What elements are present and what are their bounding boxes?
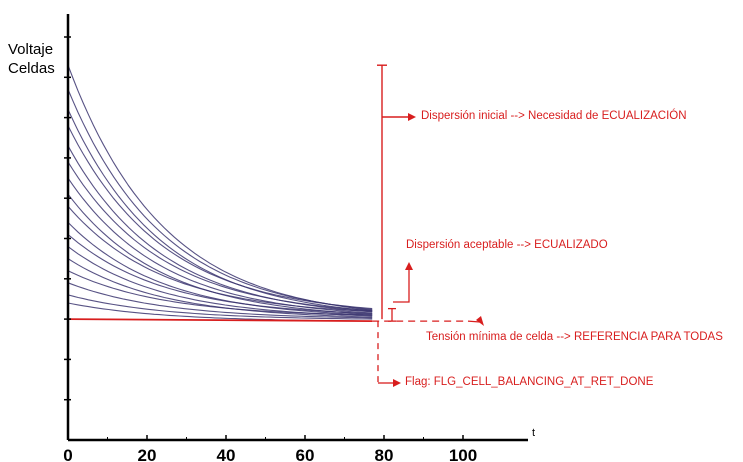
min-cell-arrow-line [467, 320, 481, 323]
annotation-flag: Flag: FLG_CELL_BALANCING_AT_RET_DONE [405, 376, 654, 388]
cell-curve-4 [67, 125, 373, 310]
y-axis-label: Voltaje Celdas [8, 40, 55, 78]
x-tick-label-40: 40 [217, 446, 236, 462]
accepted-dispersion-arrow-line [393, 270, 410, 303]
cell-curve-10 [67, 222, 373, 316]
min-cell-voltage-line [67, 318, 373, 323]
cell-curve-1 [67, 65, 373, 311]
cell-curve-7 [67, 177, 373, 314]
y-axis-label-line2: Celdas [8, 60, 55, 77]
cell-curve-2 [67, 89, 373, 310]
x-tick-label-20: 20 [138, 446, 157, 462]
cell-curve-9 [67, 205, 373, 312]
y-axis-label-line1: Voltaje [8, 41, 54, 58]
cell-curve-15 [67, 282, 373, 319]
cell-curve-16 [67, 294, 373, 320]
cell-curve-14 [67, 270, 373, 316]
annotation-acceptable-dispersion: Dispersión aceptable --> ECUALIZADO [406, 239, 608, 251]
x-tick-label-100: 100 [449, 446, 477, 462]
cell-voltage-curves [67, 65, 373, 323]
x-tick-label-0: 0 [63, 446, 72, 462]
accepted-dispersion-arrow-head [405, 262, 413, 270]
annotation-min-cell-voltage: Tensión mínima de celda --> REFERENCIA P… [426, 331, 723, 343]
x-axis-ticks: 0 20 40 60 80 100 [63, 435, 477, 462]
cell-curve-3 [67, 109, 373, 312]
x-tick-label-80: 80 [375, 446, 394, 462]
cell-curve-11 [67, 234, 373, 315]
axes [66, 14, 528, 442]
annotation-markers [372, 64, 484, 387]
cell-curve-5 [67, 145, 373, 313]
x-axis-label: t [532, 427, 535, 439]
annotation-initial-dispersion: Dispersión inicial --> Necesidad de ECUA… [421, 110, 687, 122]
x-tick-label-60: 60 [296, 446, 315, 462]
initial-dispersion-arrow-head [408, 113, 416, 121]
min-cell-arrow-head [476, 316, 484, 326]
y-axis-ticks [64, 36, 71, 401]
cell-curve-6 [67, 161, 373, 312]
flag-arrow-head [393, 379, 401, 387]
